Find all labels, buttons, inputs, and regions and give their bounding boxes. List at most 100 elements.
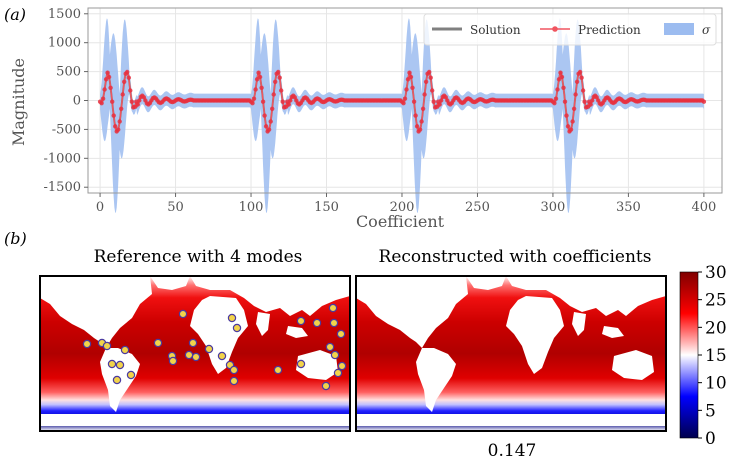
sensor-marker bbox=[82, 339, 92, 349]
legend-sigma-swatch bbox=[664, 23, 694, 35]
legend: Solution Prediction σ bbox=[423, 13, 717, 46]
prediction-point bbox=[582, 99, 587, 104]
prediction-point bbox=[431, 99, 436, 104]
prediction-point bbox=[273, 79, 278, 85]
prediction-point bbox=[588, 102, 593, 107]
prediction-point bbox=[119, 106, 124, 112]
prediction-point bbox=[420, 106, 426, 112]
prediction-point bbox=[277, 75, 282, 80]
colorbar-tick-label: 20 bbox=[705, 318, 727, 338]
prediction-point bbox=[555, 87, 560, 92]
prediction-point bbox=[428, 75, 433, 80]
prediction-point bbox=[257, 74, 263, 80]
prediction-point bbox=[113, 124, 118, 129]
prediction-point bbox=[132, 104, 137, 110]
prediction-point bbox=[564, 113, 569, 118]
prediction-point bbox=[251, 96, 257, 101]
sensor-marker bbox=[296, 316, 306, 326]
sensor-marker bbox=[184, 350, 194, 360]
prediction-markers bbox=[97, 69, 707, 134]
prediction-point bbox=[117, 119, 122, 124]
map-title-reference: Reference with 4 modes bbox=[94, 247, 303, 267]
prediction-point bbox=[99, 101, 104, 106]
sensor-marker bbox=[229, 376, 239, 386]
sensor-marker bbox=[227, 313, 237, 323]
map-reference bbox=[39, 275, 351, 432]
prediction-point bbox=[280, 99, 285, 104]
legend-solution-label: Solution bbox=[470, 23, 521, 37]
sensor-marker bbox=[217, 351, 227, 361]
y-tick-label: 500 bbox=[56, 65, 81, 80]
legend-prediction-label: Prediction bbox=[578, 23, 641, 37]
y-tick-label: 0 bbox=[73, 94, 81, 109]
sensor-marker bbox=[112, 375, 122, 385]
prediction-point bbox=[276, 69, 281, 75]
x-tick-label: 350 bbox=[616, 200, 641, 215]
prediction-point bbox=[422, 92, 427, 97]
prediction-point bbox=[437, 102, 442, 107]
prediction-point bbox=[413, 113, 418, 118]
prediction-point bbox=[110, 99, 115, 104]
y-tick-label: 1000 bbox=[48, 36, 81, 51]
prediction-point bbox=[100, 96, 106, 101]
prediction-point bbox=[423, 79, 429, 85]
prediction-point bbox=[254, 77, 260, 82]
prediction-point bbox=[561, 85, 566, 91]
prediction-point bbox=[135, 102, 140, 107]
prediction-point bbox=[559, 74, 565, 80]
prediction-point bbox=[565, 124, 571, 129]
x-tick-label: 200 bbox=[390, 200, 415, 215]
prediction-point bbox=[419, 119, 424, 124]
x-tick-label: 50 bbox=[167, 200, 184, 215]
prediction-point bbox=[105, 70, 110, 75]
sensor-marker bbox=[120, 345, 130, 355]
map-frame-reference bbox=[39, 275, 351, 432]
prediction-point bbox=[427, 69, 432, 75]
sensor-marker bbox=[115, 360, 125, 370]
prediction-point bbox=[125, 69, 130, 75]
map-reconstructed bbox=[355, 275, 667, 432]
x-tick-label: 400 bbox=[691, 200, 716, 215]
x-axis-ticks: 0 50 100 150 200 250 300 350 400 bbox=[96, 193, 716, 215]
colorbar-tick-label: 10 bbox=[705, 374, 727, 394]
prediction-point bbox=[120, 92, 125, 97]
map-frame-reconstructed bbox=[355, 275, 667, 432]
prediction-point bbox=[701, 99, 707, 104]
x-tick-label: 250 bbox=[465, 200, 490, 215]
prediction-point bbox=[410, 85, 415, 91]
x-tick-label: 100 bbox=[239, 200, 264, 215]
prediction-point bbox=[405, 77, 411, 82]
colorbar-tick-label: 5 bbox=[705, 401, 716, 421]
prediction-point bbox=[271, 92, 276, 97]
prediction-point bbox=[556, 77, 562, 82]
colorbar-tick-label: 0 bbox=[705, 429, 716, 449]
prediction-point bbox=[417, 127, 423, 132]
colorbar-tick-label: 30 bbox=[705, 263, 727, 283]
prediction-point bbox=[270, 106, 275, 112]
prediction-point bbox=[102, 87, 107, 92]
prediction-point bbox=[286, 102, 291, 107]
prediction-point bbox=[414, 124, 420, 129]
sensor-marker bbox=[333, 368, 343, 378]
prediction-point bbox=[103, 77, 109, 82]
sensor-marker bbox=[273, 365, 283, 375]
prediction-point bbox=[411, 99, 417, 104]
sensor-marker bbox=[178, 309, 188, 319]
prediction-point bbox=[263, 124, 269, 129]
prediction-point bbox=[129, 99, 134, 104]
prediction-point bbox=[268, 119, 273, 124]
colorbar: 0 5 10 15 20 25 30 bbox=[679, 263, 727, 449]
prediction-point bbox=[288, 98, 293, 103]
map-title-reconstructed: Reconstructed with coefficients bbox=[379, 247, 652, 267]
prediction-point bbox=[573, 92, 578, 97]
sensor-marker bbox=[232, 323, 242, 333]
sensor-marker bbox=[107, 359, 117, 369]
sensor-marker bbox=[329, 318, 339, 328]
panel-label-a: (a) bbox=[4, 5, 26, 24]
sensor-marker bbox=[336, 329, 346, 339]
prediction-point bbox=[402, 96, 408, 101]
prediction-point bbox=[137, 98, 142, 103]
prediction-point bbox=[562, 99, 568, 104]
sensor-marker bbox=[126, 370, 136, 380]
